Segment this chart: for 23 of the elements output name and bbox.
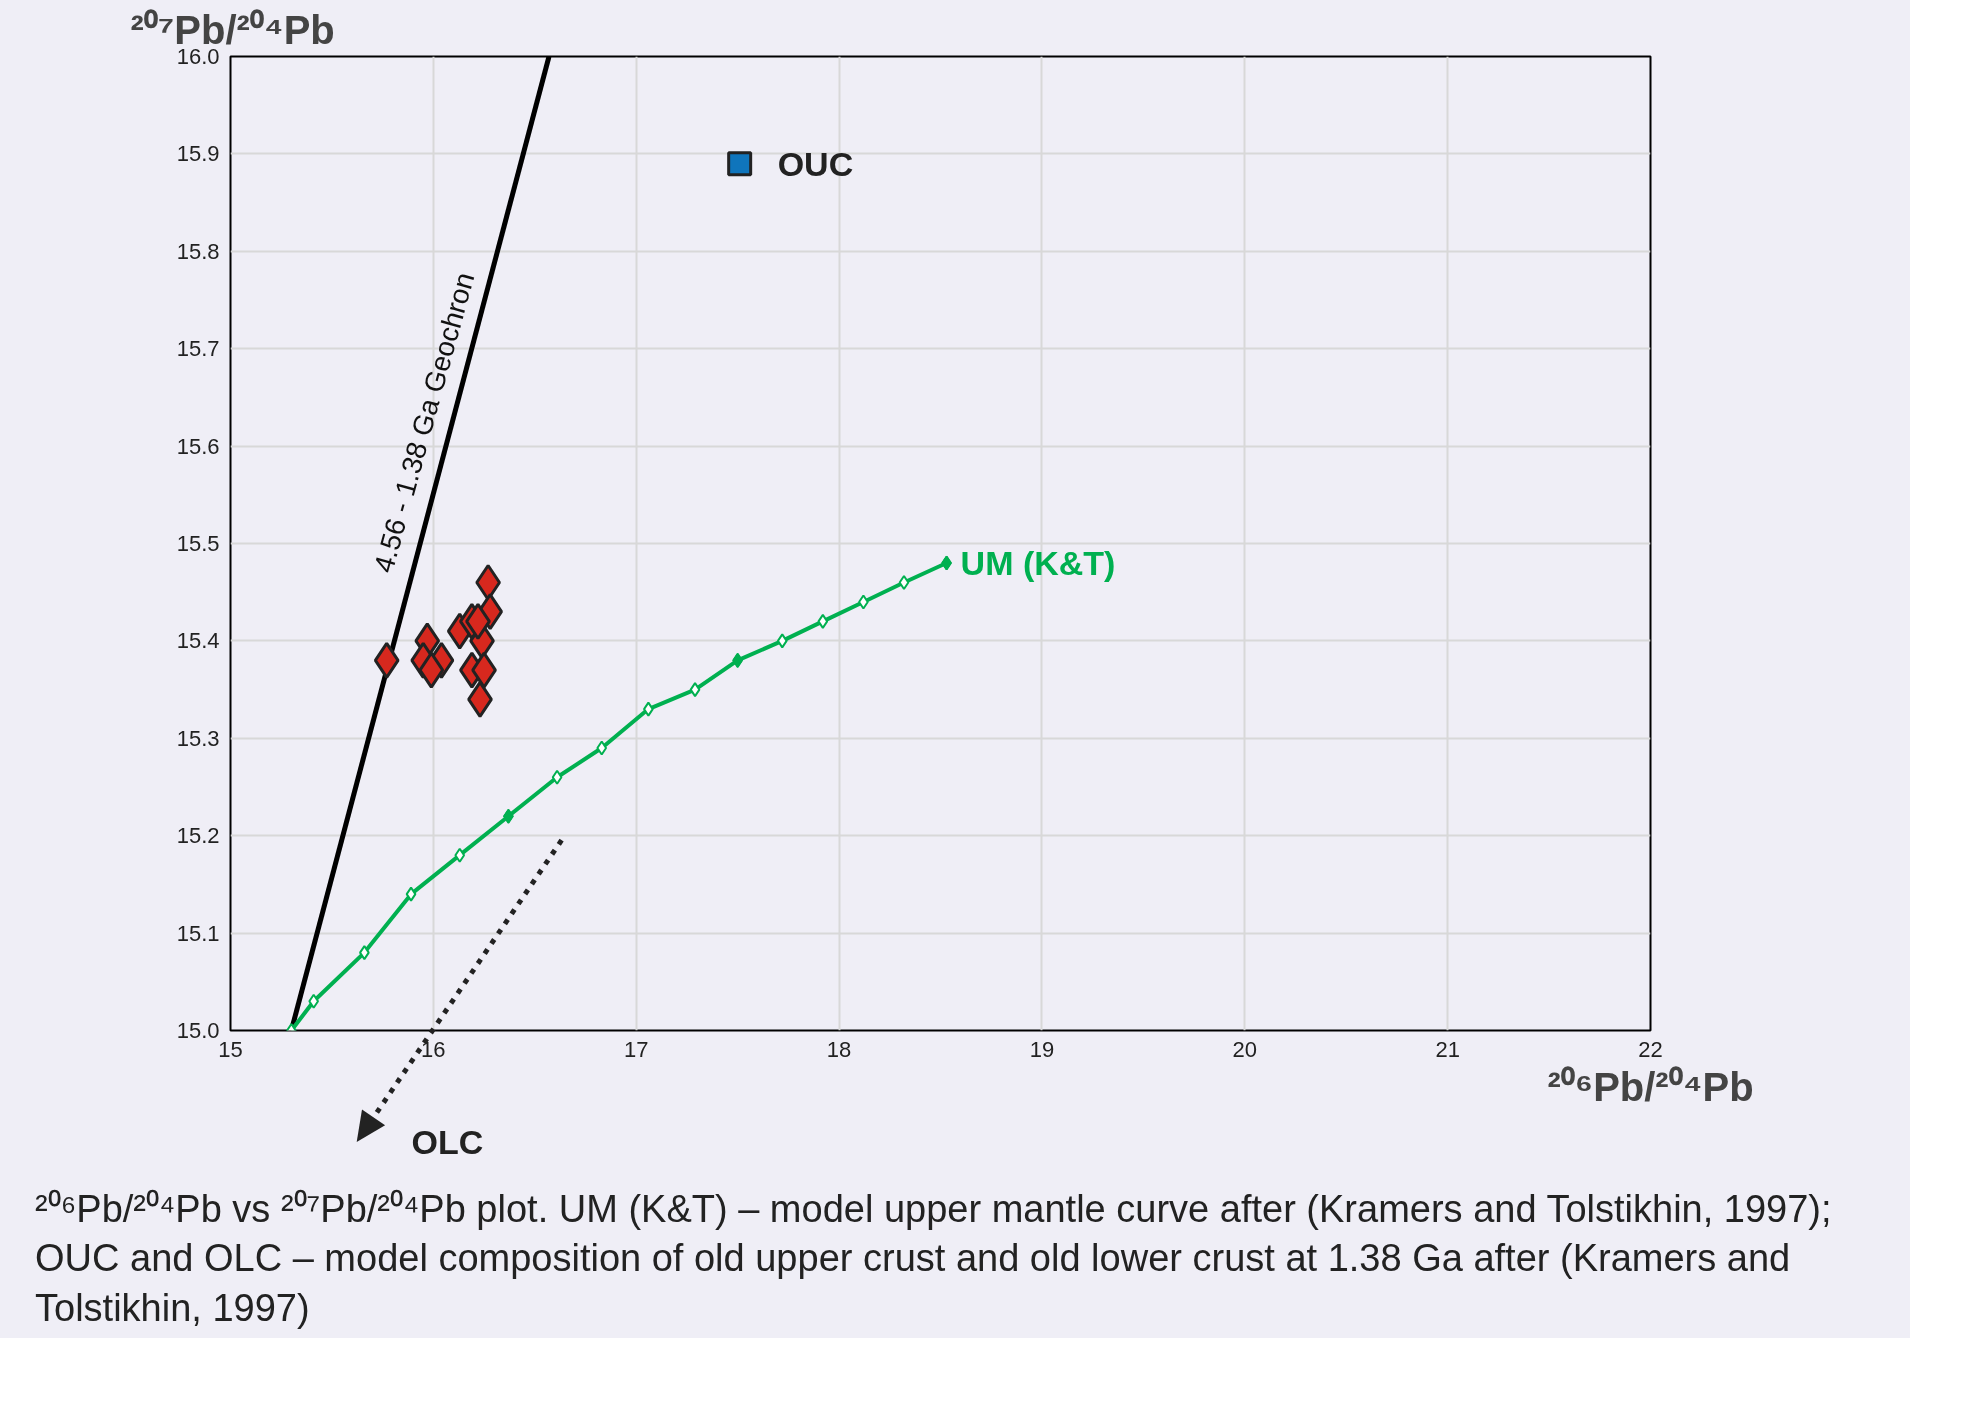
x-tick-label: 20 bbox=[1232, 1036, 1258, 1062]
y-tick-label: 15.3 bbox=[176, 725, 220, 751]
y-tick-label: 15.6 bbox=[176, 433, 220, 459]
x-tick-label: 16 bbox=[421, 1036, 446, 1062]
series-label: UM (K&T) bbox=[960, 543, 1116, 582]
y-tick-label: 15.0 bbox=[176, 1018, 220, 1043]
y-tick-label: 15.4 bbox=[176, 628, 220, 654]
x-tick-label: 22 bbox=[1638, 1036, 1663, 1062]
y-tick-label: 15.1 bbox=[176, 920, 220, 946]
x-tick-label: 21 bbox=[1435, 1036, 1460, 1062]
y-tick-label: 15.8 bbox=[176, 238, 220, 264]
y-tick-label: 15.5 bbox=[176, 531, 220, 556]
y-tick-label: 15.7 bbox=[176, 336, 220, 362]
series-label: OUC bbox=[777, 144, 854, 183]
text: OLC bbox=[411, 1123, 484, 1162]
y-tick-label: 15.2 bbox=[176, 823, 220, 849]
x-tick-label: 15 bbox=[218, 1036, 243, 1062]
x-tick-label: 17 bbox=[623, 1036, 649, 1062]
text: ²⁰⁶Pb/²⁰⁴Pb vs ²⁰⁷Pb/²⁰⁴Pb plot. UM (K&T) – model upper mantle curve after (Kramers and Tolstikhin, 1997); OUC and OLC – model composition of old upper crust and old lower crust at 1.38 Ga after (Kramers and Tolstikhin, 1997) bbox=[35, 1187, 1833, 1331]
y-tick-label: 15.9 bbox=[176, 141, 220, 167]
x-axis-title: ²⁰⁶Pb/²⁰⁴Pb bbox=[1547, 1064, 1754, 1109]
x-tick-label: 19 bbox=[1029, 1036, 1055, 1062]
x-tick-label: 18 bbox=[826, 1036, 852, 1062]
